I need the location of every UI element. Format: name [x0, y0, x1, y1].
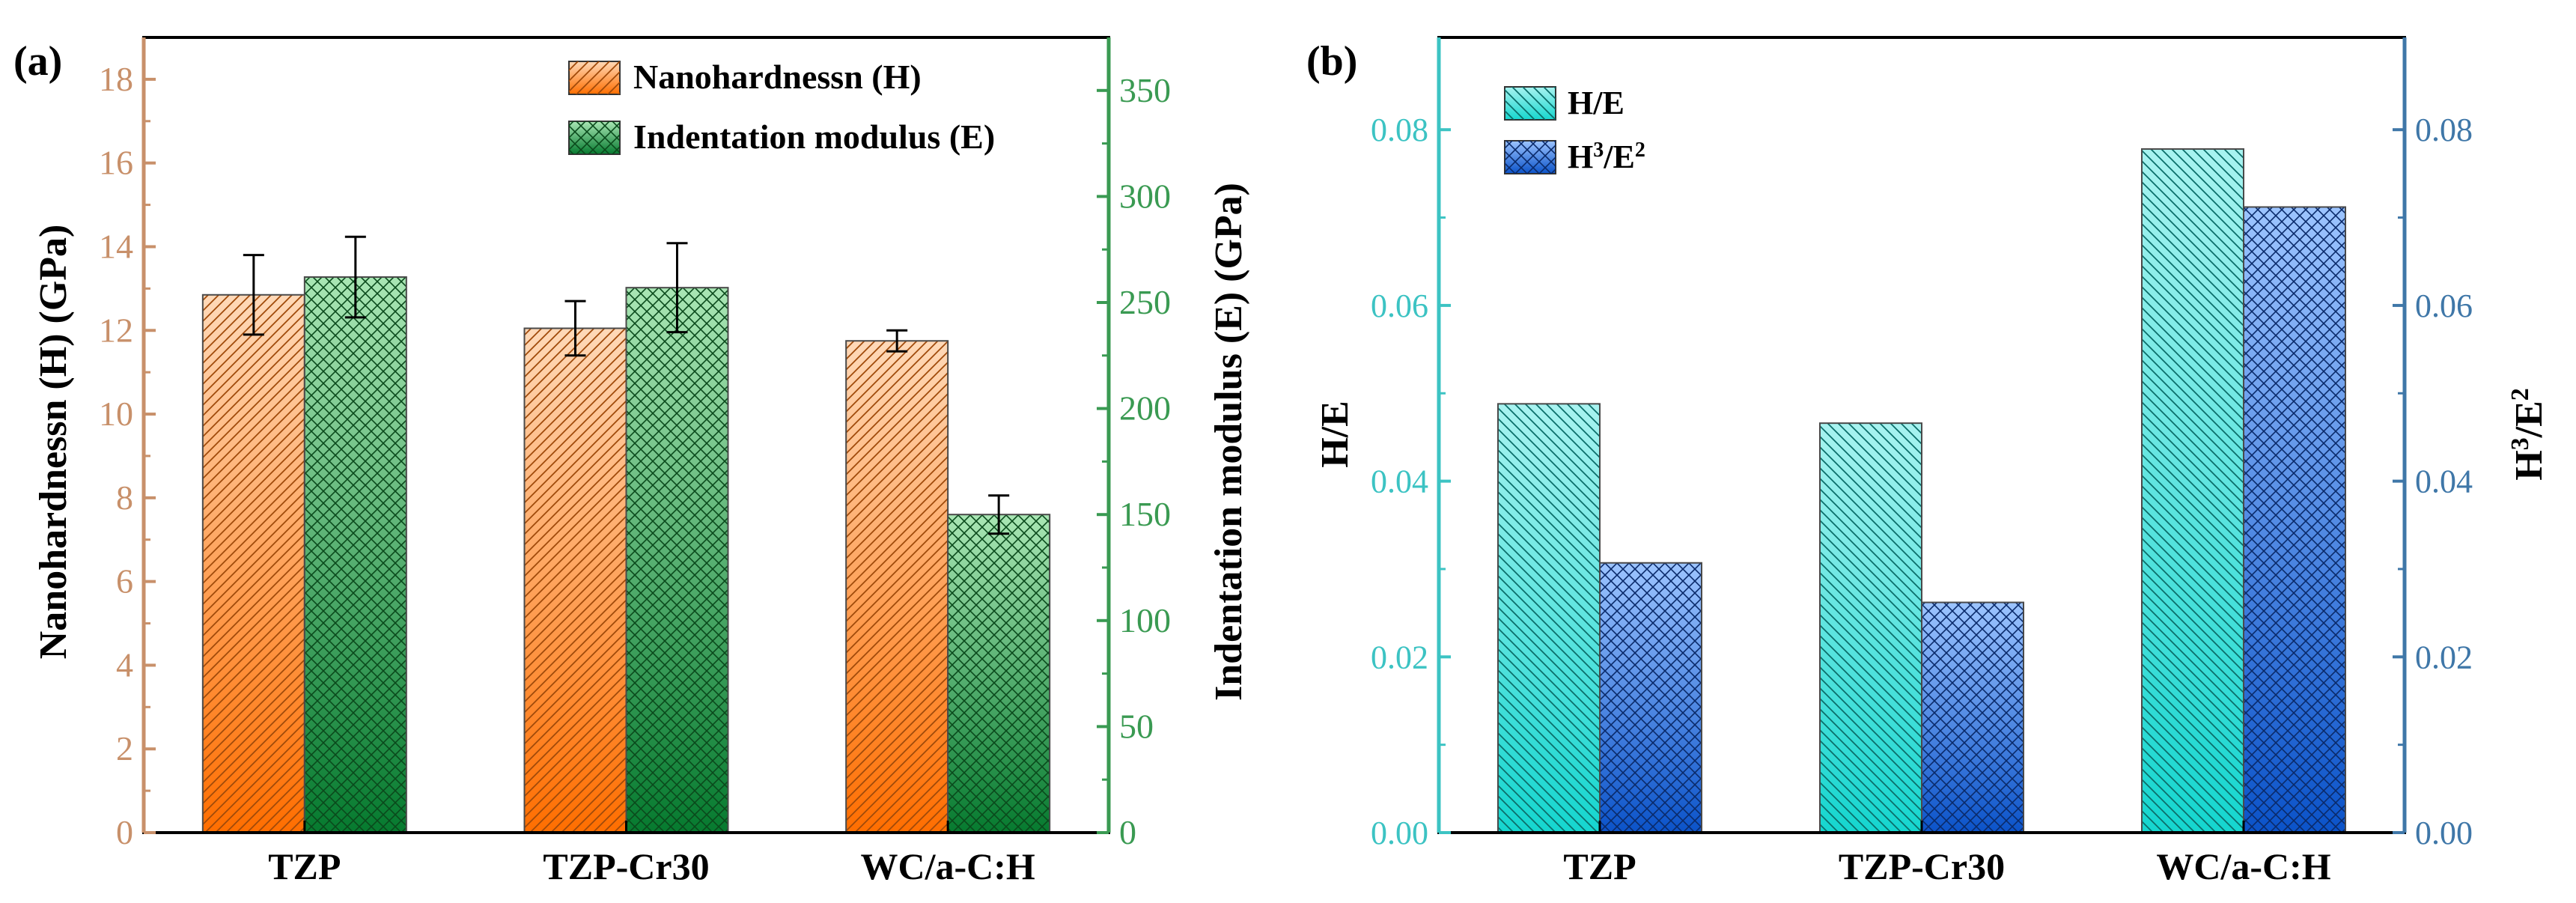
bar-hatch-he-1: [1819, 422, 1922, 833]
left-tick-label: 0.06: [1371, 288, 1428, 324]
left-tick-label: 14: [99, 227, 133, 265]
x-tick-label: WC/a-C:H: [861, 845, 1035, 887]
bar-hatch-h3e2-0: [1599, 562, 1702, 834]
legend-swatch-he-hatch: [1505, 87, 1556, 120]
panel-a-x-axis: TZP TZP-Cr30 WC/a-C:H: [268, 821, 1035, 887]
right-tick-label: 250: [1119, 283, 1171, 321]
right-tick-label: 50: [1119, 707, 1154, 745]
legend-label-modulus: Indentation modulus (E): [633, 118, 995, 156]
left-tick-label: 18: [99, 60, 133, 98]
panel-b-left-axis-title: H/E: [1314, 401, 1356, 468]
panel-b-legend: H/E H3/E2: [1504, 85, 1645, 176]
error-bar-nanohardness-0: [243, 254, 264, 336]
left-tick-label: 4: [116, 645, 133, 684]
left-tick-label: 10: [99, 395, 133, 433]
bar-hatch-modulus-2: [947, 514, 1051, 833]
panel-a-left-axis-title: Nanohardnessn (H) (GPa): [32, 225, 75, 660]
panel-b-left-axis: 0.00 0.02 0.04 0.06 0.08: [1371, 37, 1451, 851]
bar-hatch-h3e2-1: [1921, 601, 2024, 834]
x-tick-label: TZP: [268, 845, 341, 887]
right-tick-label: 0.04: [2415, 463, 2473, 500]
left-tick-label: 12: [99, 311, 133, 349]
legend-swatch-nanohardness-hatch: [569, 61, 620, 94]
right-tick-label: 300: [1119, 177, 1171, 215]
panel-a-label: (a): [13, 38, 62, 85]
legend-swatch-h3e2-hatch: [1505, 141, 1556, 174]
x-tick-label: TZP-Cr30: [543, 845, 709, 887]
legend-label-h3e2: H3/E2: [1568, 139, 1645, 176]
right-tick-label: 350: [1119, 71, 1171, 109]
left-tick-label: 8: [116, 478, 133, 517]
panel-b-x-axis: TZP TZP-Cr30 WC/a-C:H: [1563, 821, 2331, 887]
bar-hatch-he-0: [1497, 403, 1601, 833]
right-tick-label: 0: [1119, 813, 1136, 851]
error-bar-modulus-2: [988, 494, 1010, 535]
right-tick-label: 0.08: [2415, 112, 2473, 148]
bar-hatch-modulus-0: [303, 276, 407, 833]
bar-hatch-h3e2-2: [2243, 206, 2346, 834]
right-tick-label: 100: [1119, 601, 1171, 639]
right-tick-label: 0.00: [2415, 815, 2473, 851]
error-bar-modulus-0: [344, 235, 366, 319]
panel-a-right-axis: 0 50 100 150 200 250 300 350: [1097, 37, 1171, 851]
bar-hatch-nanohardness-1: [523, 327, 627, 833]
left-tick-label: 16: [99, 144, 133, 182]
right-tick-label: 200: [1119, 389, 1171, 428]
right-tick-label: 150: [1119, 495, 1171, 533]
x-tick-label: WC/a-C:H: [2156, 845, 2330, 887]
panel-b-right-axis-title: H3/E2: [2506, 388, 2551, 481]
legend-label-he: H/E: [1568, 85, 1625, 121]
x-tick-label: TZP: [1563, 845, 1636, 887]
x-tick-label: TZP-Cr30: [1839, 845, 2005, 887]
left-tick-label: 2: [116, 729, 133, 767]
legend-label-nanohardness: Nanohardnessn (H): [633, 58, 922, 96]
bar-hatch-nanohardness-2: [845, 340, 949, 834]
panel-a-left-axis: 0 2 4 6 8 10 12 14 16 18: [99, 37, 156, 851]
left-tick-label: 0.08: [1371, 112, 1428, 148]
panel-b-right-axis: 0.00 0.02 0.04 0.06 0.08: [2393, 37, 2473, 851]
bar-hatch-modulus-1: [625, 287, 729, 833]
panel-a-right-axis-title: Indentation modulus (E) (GPa): [1208, 183, 1250, 701]
left-tick-label: 0: [116, 813, 133, 851]
panel-b-label: (b): [1306, 38, 1357, 85]
error-bar-nanohardness-1: [564, 300, 586, 357]
bar-hatch-he-2: [2141, 148, 2244, 833]
panel-b: (b) 0.000.020.040.060.08 0.000.020.040.0…: [1306, 36, 2551, 887]
legend-swatch-modulus-hatch: [569, 121, 620, 154]
right-tick-label: 0.02: [2415, 639, 2473, 675]
left-tick-label: 0.02: [1371, 639, 1428, 675]
left-tick-label: 6: [116, 562, 133, 601]
panel-a-legend: Nanohardnessn (H) Indentation modulus (E…: [568, 58, 995, 156]
bar-hatch-nanohardness-0: [201, 294, 305, 833]
left-tick-label: 0.04: [1371, 463, 1428, 500]
left-tick-label: 0.00: [1371, 815, 1428, 851]
right-tick-label: 0.06: [2415, 288, 2473, 324]
panel-a: (a) 0 2 4 6 8 10 12 14 16 18 0 50 100 150 200 250 300 35…: [13, 36, 1250, 887]
error-bar-nanohardness-2: [886, 329, 908, 353]
error-bar-modulus-1: [666, 242, 688, 334]
